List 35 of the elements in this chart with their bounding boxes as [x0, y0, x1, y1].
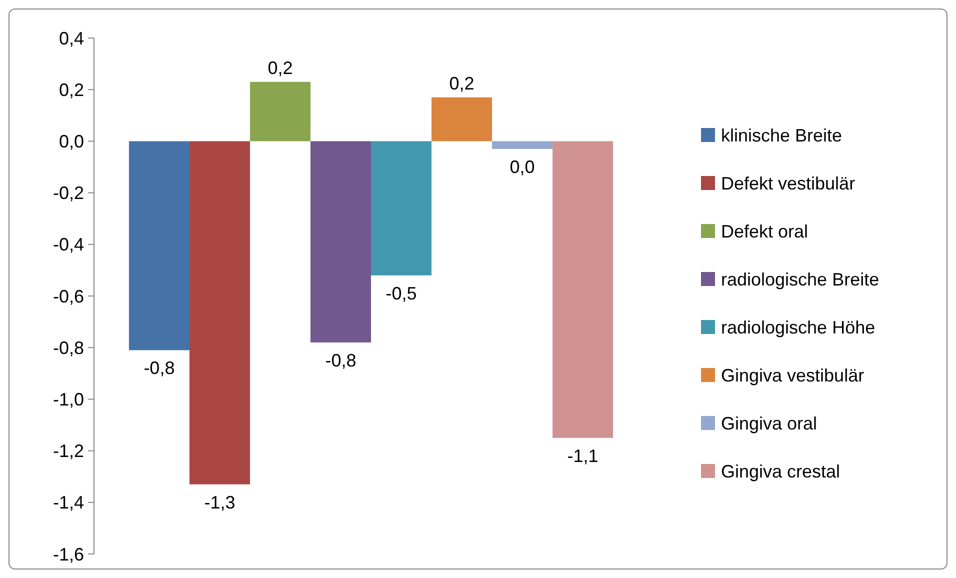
- bar: [371, 141, 432, 276]
- y-tick-label: -1,6: [52, 544, 84, 564]
- data-label: 0,0: [510, 156, 535, 177]
- bar: [310, 141, 371, 342]
- bar: [128, 141, 190, 350]
- y-tick-label: -1,4: [52, 492, 84, 513]
- data-label: 0,2: [449, 73, 474, 94]
- legend-label: Gingiva oral: [721, 413, 818, 434]
- y-tick-label: -0,4: [52, 234, 84, 255]
- data-label: -1,3: [204, 492, 236, 512]
- y-tick-label: -0,2: [52, 183, 84, 204]
- bar: [492, 141, 553, 149]
- legend-label: Gingiva vestibulär: [721, 365, 864, 386]
- legend-label: radiologische Breite: [721, 269, 880, 290]
- bar: [552, 141, 614, 438]
- bar: [189, 141, 250, 484]
- data-label: 0,2: [268, 58, 293, 78]
- legend-label: Defekt vestibulär: [721, 173, 856, 194]
- bar: [432, 97, 492, 142]
- legend-label: klinische Breite: [721, 125, 842, 146]
- bar: [250, 82, 310, 142]
- y-tick-label: 0,4: [58, 28, 84, 48]
- y-tick-label: -0,8: [52, 338, 84, 358]
- data-label: -1,1: [567, 446, 598, 466]
- data-label: -0,8: [144, 358, 175, 378]
- y-tick-label: -1,2: [52, 441, 84, 462]
- legend-label: radiologische Höhe: [721, 317, 876, 338]
- y-tick-label: 0,0: [58, 132, 84, 152]
- legend-label: Defekt oral: [721, 221, 808, 242]
- y-tick-label: -0,6: [52, 286, 84, 306]
- y-tick-label: -1,0: [52, 390, 84, 410]
- data-label: -0,5: [386, 283, 417, 304]
- y-tick-label: 0,2: [58, 80, 84, 100]
- data-label: -0,8: [325, 350, 356, 370]
- legend-label: Gingiva crestal: [721, 461, 840, 482]
